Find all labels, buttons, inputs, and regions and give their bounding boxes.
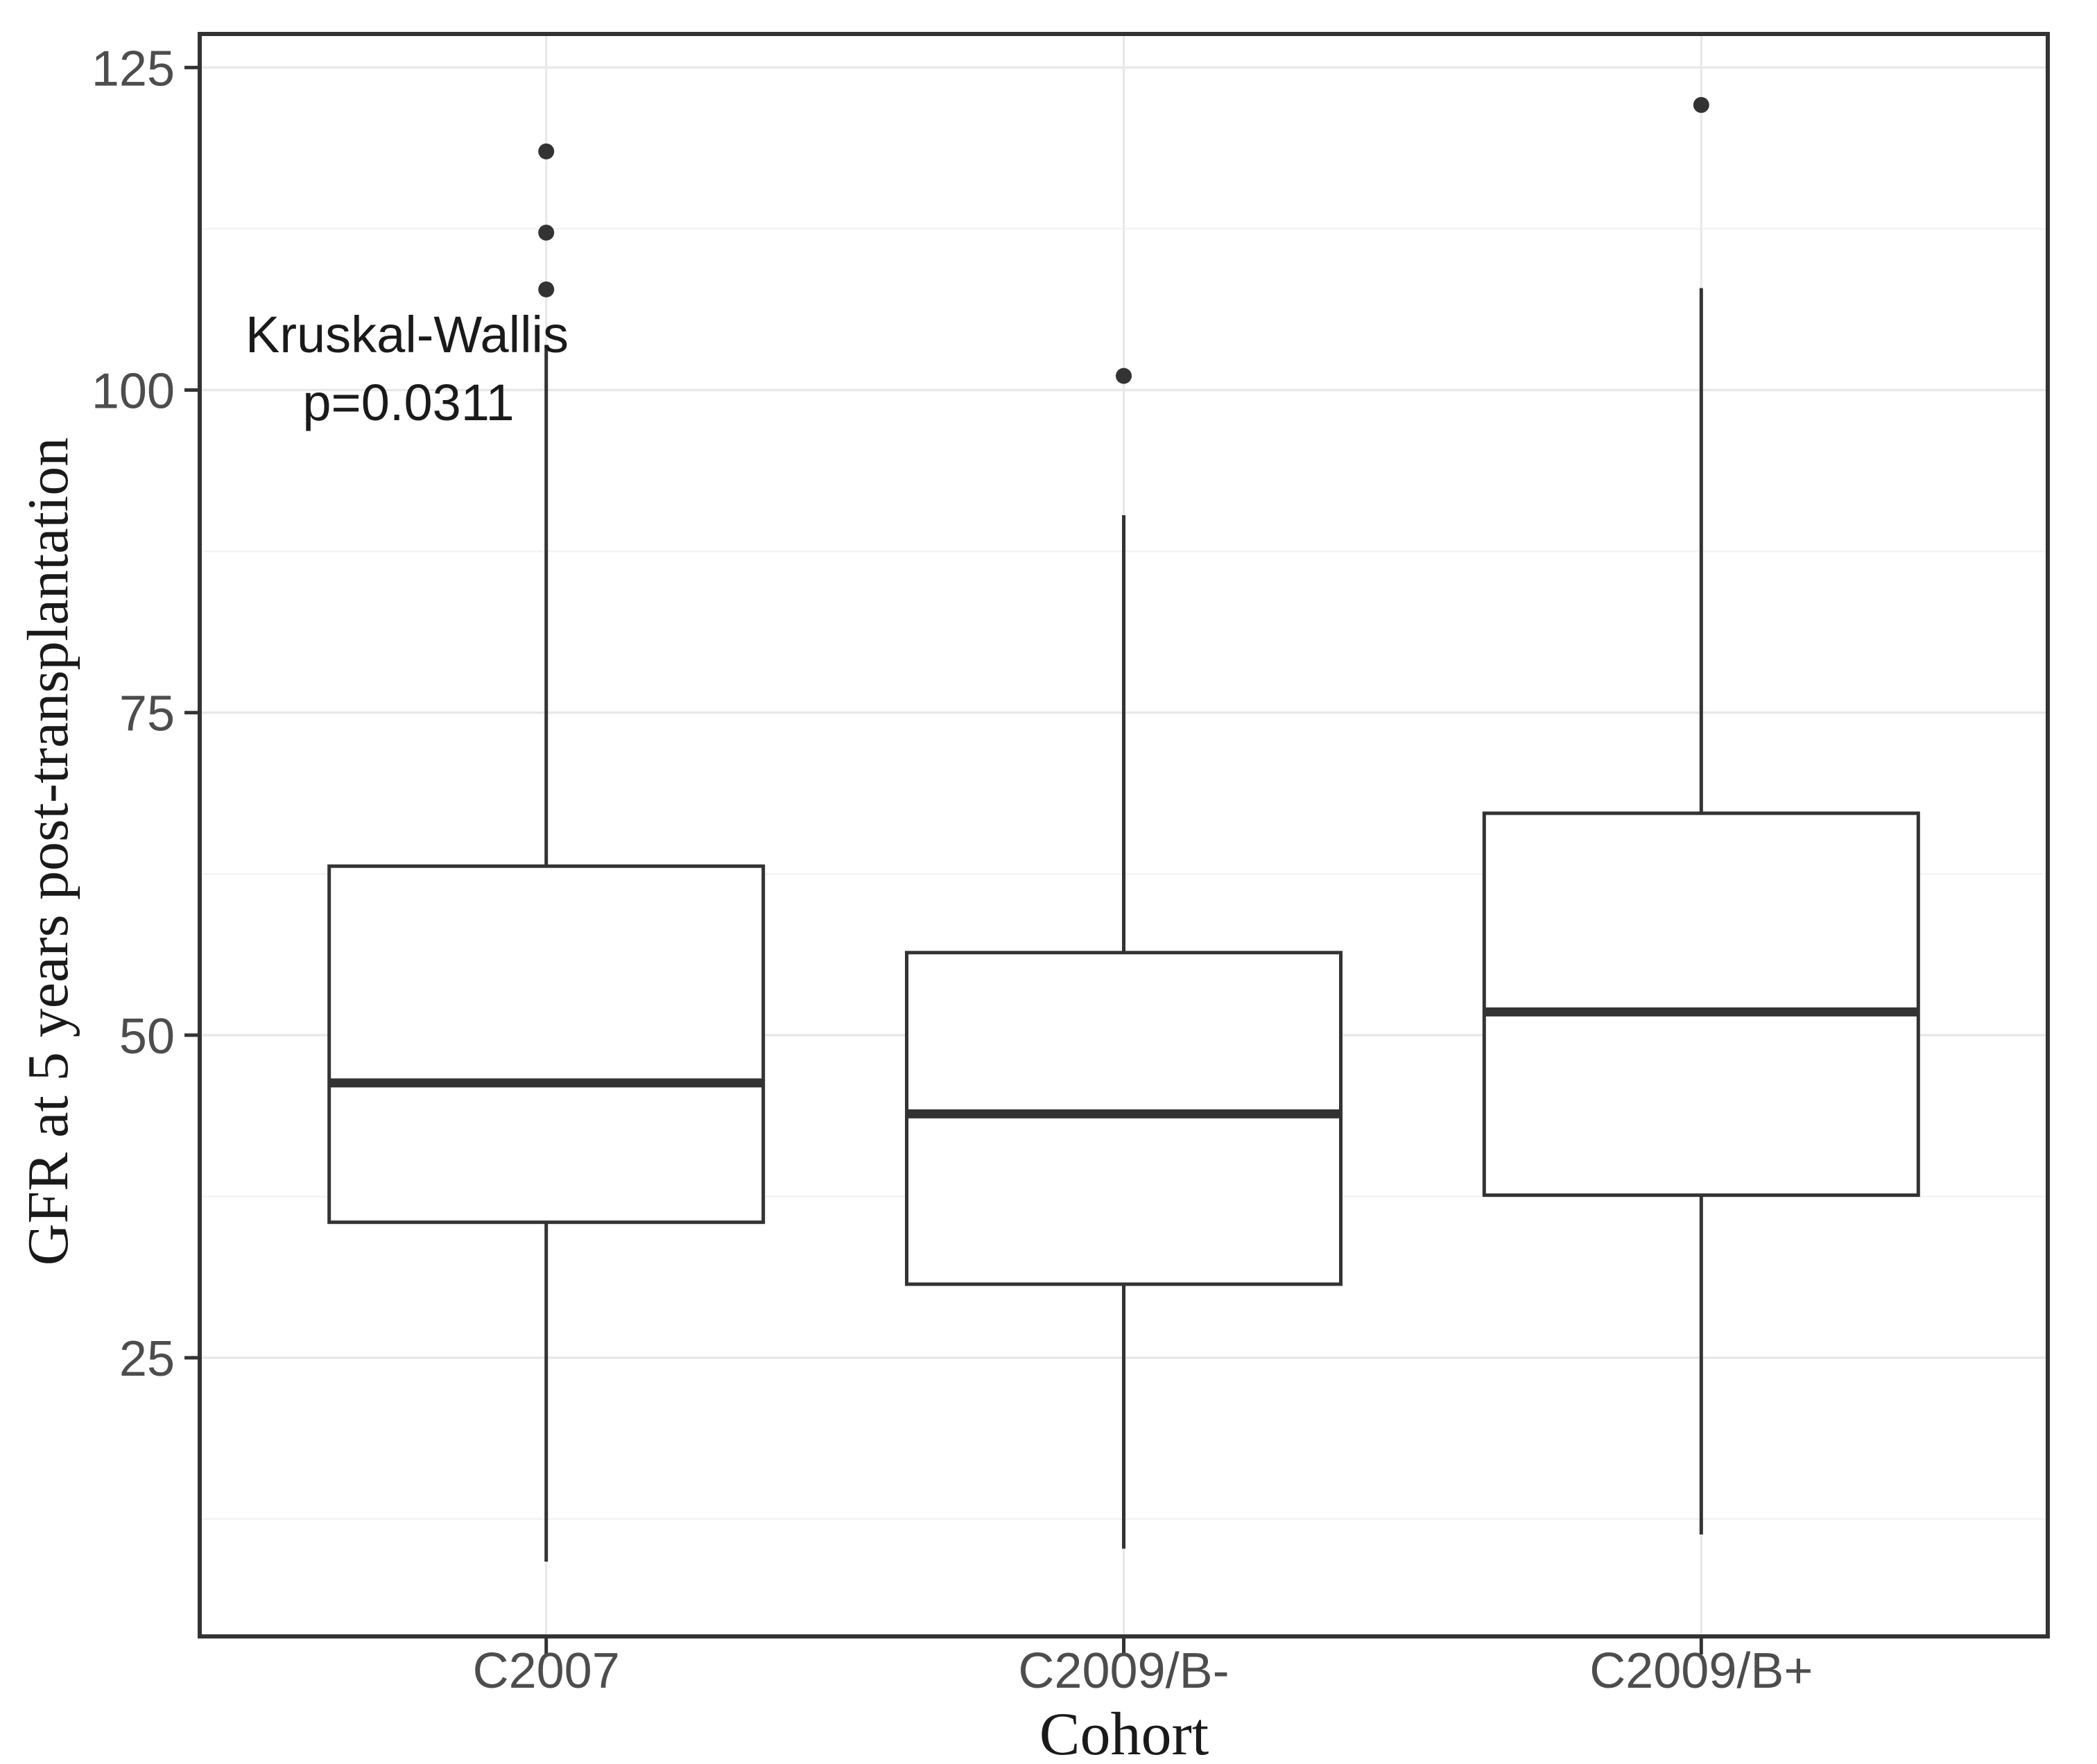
box-rect bbox=[905, 951, 1343, 1286]
x-axis-title: Cohort bbox=[1039, 1701, 1209, 1764]
boxplot-C2007 bbox=[327, 143, 766, 1562]
annotation-test-name: Kruskal-Wallis bbox=[245, 306, 569, 363]
y-axis-title: GFR at 5 years post-transplantation bbox=[16, 438, 80, 1265]
outlier-point bbox=[538, 281, 555, 297]
axis-tick-labels: 25 50 75 100 125 C2007 C2009/B- C2009/B+ bbox=[92, 41, 1813, 1699]
outlier-point bbox=[1693, 96, 1709, 113]
y-tick-label: 25 bbox=[119, 1331, 175, 1387]
boxplot-C2009/B+ bbox=[1482, 96, 1920, 1535]
y-tick-label: 50 bbox=[119, 1009, 175, 1064]
boxplot-C2009/B- bbox=[905, 368, 1343, 1549]
x-tick-label: C2009/B+ bbox=[1589, 1643, 1813, 1699]
box-rect bbox=[327, 864, 766, 1225]
y-tick-label: 75 bbox=[119, 686, 175, 742]
outlier-point bbox=[1116, 368, 1132, 384]
axis-tick-marks bbox=[184, 65, 1703, 1654]
y-tick-label: 125 bbox=[92, 41, 175, 96]
x-tick-label: C2009/B- bbox=[1018, 1643, 1229, 1699]
outlier-point bbox=[538, 143, 555, 159]
outlier-point bbox=[538, 225, 555, 241]
boxplot-series bbox=[327, 96, 1920, 1562]
y-tick-label: 100 bbox=[92, 364, 175, 420]
box-rect bbox=[1482, 811, 1920, 1197]
annotation-p-value: p=0.0311 bbox=[302, 374, 514, 431]
x-tick-label: C2007 bbox=[473, 1643, 620, 1699]
